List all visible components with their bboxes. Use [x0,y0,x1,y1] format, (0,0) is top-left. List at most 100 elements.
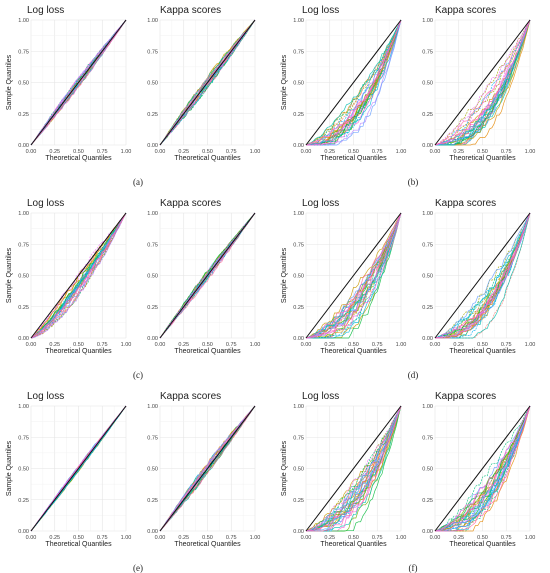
qq-series-89 [305,19,402,146]
x-tick-label: 0.50 [202,535,213,541]
y-tick-label: 1.00 [422,211,433,217]
y-tick-label: 0.00 [147,143,158,149]
reference-line [305,212,402,339]
x-tick-label: 0.00 [301,535,312,541]
y-tick-label: 0.75 [18,435,29,441]
y-tick-label: 0.50 [422,81,433,87]
y-tick-label: 0.75 [18,242,29,248]
y-tick-label: 0.50 [293,81,304,87]
x-tick-label: 0.75 [372,149,383,155]
qq-series-329 [306,405,402,532]
subplot-log-loss: Log loss 0.000.00 0.25 0.25 0.50 0.50 0.75 0.75… [6,391,131,548]
qq-series-232 [435,212,531,339]
x-tick-label: 1.00 [396,535,407,541]
x-tick-label: 1.00 [525,342,536,348]
y-tick-label: 0.25 [18,305,29,311]
y-tick-label: 0.00 [147,529,158,535]
x-tick-label: 1.00 [121,535,132,541]
x-tick-label: 0.75 [226,342,237,348]
panel-label: (d) [408,370,419,380]
x-tick-label: 0.00 [155,149,166,155]
subplot-log-loss: Log loss 0.000.00 0.25 0.25 0.50 0.50 0.75 0.75… [281,198,406,355]
y-tick-label: 1.00 [422,18,433,24]
subplot-kappa-scores: Kappa scores 0.000.00 0.25 0.25 0.50 0.50 0.75… [147,198,260,355]
qq-series-87 [306,19,402,146]
reference-line [159,19,256,146]
panel-d: Log loss0.000.000.250.250.500.500.750.75… [281,198,535,380]
qq-series-343 [434,405,531,532]
subplot-title: Kappa scores [160,5,221,16]
panel-label: (c) [133,370,143,380]
qq-series-321 [305,405,402,532]
x-tick-label: 0.75 [501,535,512,541]
subplot-kappa-scores: Kappa scores 0.000.00 0.25 0.25 0.50 0.50 0.75… [422,198,535,355]
qq-series-82 [305,19,402,146]
y-axis-label: Sample Quantiles [281,54,288,110]
y-tick-label: 0.50 [293,274,304,280]
x-tick-label: 0.25 [324,535,335,541]
qq-series-328 [305,405,402,532]
x-tick-label: 0.50 [73,149,84,155]
y-tick-label: 1.00 [18,211,29,217]
qq-series-326 [305,405,402,532]
reference-line [159,405,256,532]
qq-series-108 [434,19,531,146]
subplot-log-loss: Log loss 0.000.00 0.25 0.25 0.50 0.50 0.75 0.75… [6,5,131,162]
y-tick-label: 0.25 [422,112,433,118]
x-tick-label: 0.75 [372,342,383,348]
qq-series-238 [434,212,531,339]
y-tick-label: 0.50 [18,274,29,280]
qq-series-327 [305,405,402,532]
panel-e: Log loss0.000.000.250.250.500.500.750.75… [6,391,260,573]
qq-series-117 [434,19,531,146]
y-tick-label: 0.75 [293,435,304,441]
x-tick-label: 0.25 [324,342,335,348]
qq-series-356 [435,405,531,532]
reference-line [305,19,402,146]
x-tick-label: 0.50 [348,342,359,348]
x-tick-label: 0.25 [453,149,464,155]
reference-line [159,212,256,339]
reference-line [434,19,531,146]
qq-series-59 [159,19,256,146]
y-tick-label: 1.00 [422,404,433,410]
x-tick-label: 1.00 [121,342,132,348]
qq-series-351 [434,405,531,532]
qq-series-83 [306,19,402,146]
y-tick-label: 0.75 [293,49,304,55]
y-tick-label: 0.25 [293,498,304,504]
qq-series-145 [30,212,127,339]
subplot-title: Kappa scores [160,391,221,402]
y-tick-label: 0.75 [147,435,158,441]
x-tick-label: 1.00 [396,149,407,155]
subplot-log-loss: Log loss 0.000.00 0.25 0.25 0.50 0.50 0.75 0.75… [281,391,406,548]
qq-series-132 [30,212,127,339]
y-tick-label: 0.75 [147,242,158,248]
y-axis-label: Sample Quantiles [6,440,13,496]
x-tick-label: 0.75 [226,535,237,541]
subplot-title: Log loss [27,5,64,16]
x-tick-label: 1.00 [250,342,261,348]
qq-series-322 [306,405,402,532]
qq-series-354 [434,405,531,532]
y-tick-label: 0.00 [18,529,29,535]
qq-series-105 [434,19,531,146]
qq-series-28 [30,19,127,146]
x-tick-label: 0.75 [501,342,512,348]
qq-series-358 [434,405,531,532]
qq-series-114 [434,19,531,146]
x-tick-label: 0.50 [477,535,488,541]
panel-label: (a) [133,177,143,187]
qq-series-235 [434,212,531,339]
x-tick-label: 0.00 [430,535,441,541]
x-axis-label: Theoretical Quantiles [45,541,112,548]
reference-line [434,405,531,532]
qq-series-149 [30,212,127,339]
qq-series-206 [306,212,402,339]
x-tick-label: 1.00 [396,342,407,348]
subplot-log-loss: Log loss 0.000.00 0.25 0.25 0.50 0.50 0.75 0.75… [6,198,131,355]
x-tick-label: 0.25 [49,535,60,541]
x-tick-label: 0.00 [155,535,166,541]
y-tick-label: 0.75 [422,242,433,248]
y-tick-label: 0.50 [422,274,433,280]
